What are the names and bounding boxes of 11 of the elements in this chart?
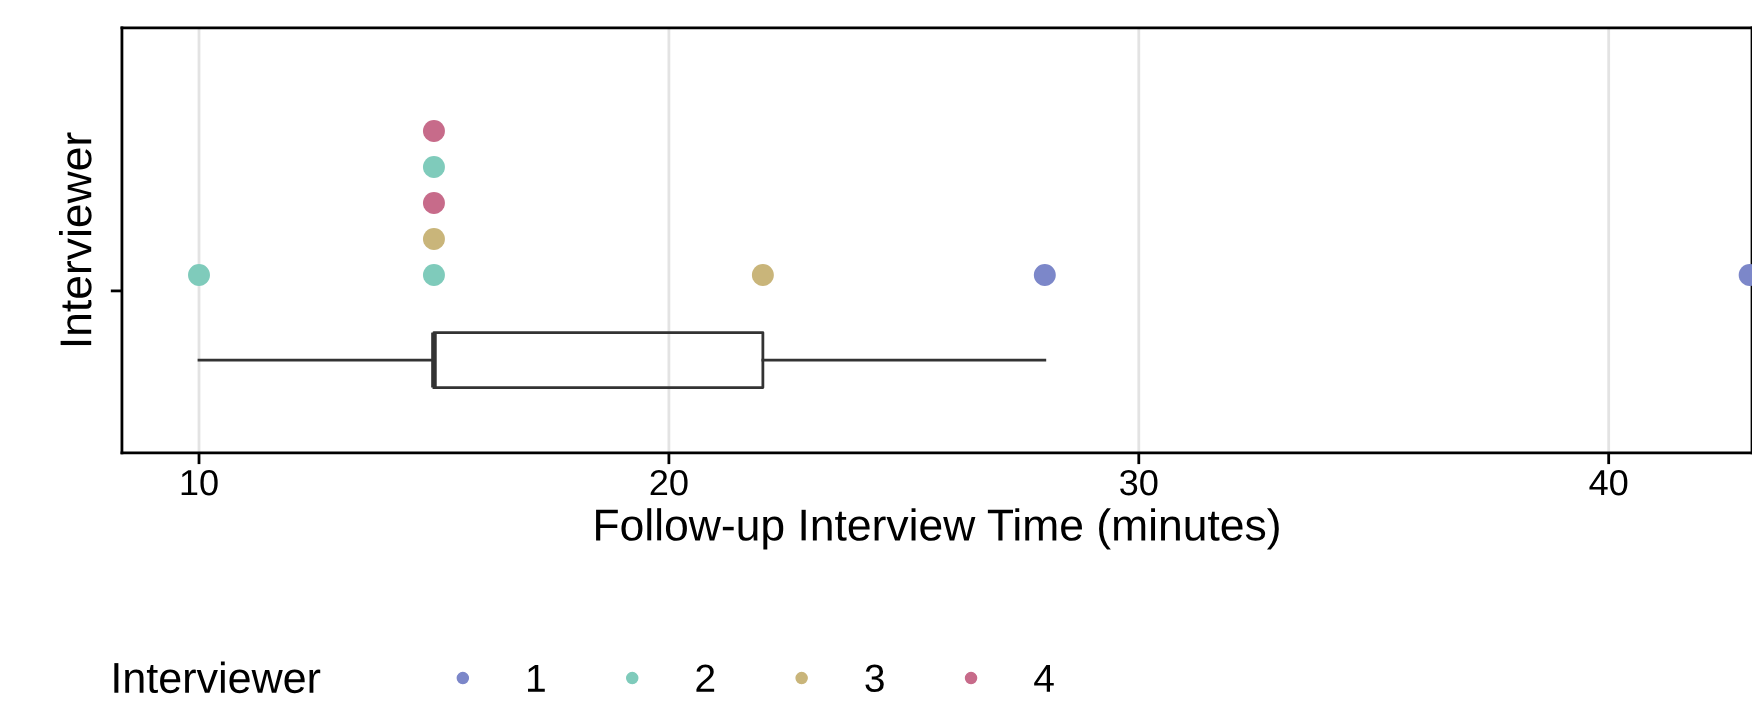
x-tick-label: 40: [1589, 469, 1628, 496]
x-tick-label: 30: [1120, 469, 1158, 496]
legend-label: 2: [696, 664, 715, 692]
legend-title: Interviewer: [114, 661, 321, 694]
y-axis-title: Interviewer: [58, 132, 92, 346]
x-axis-title: Follow-up Interview Time (minutes): [596, 508, 1279, 550]
legend-label: 1: [528, 664, 545, 692]
legend-label: 4: [1034, 664, 1054, 692]
legend-label: 3: [865, 664, 884, 693]
x-tick-label: 20: [650, 469, 688, 496]
x-tick-label: 10: [181, 469, 218, 496]
